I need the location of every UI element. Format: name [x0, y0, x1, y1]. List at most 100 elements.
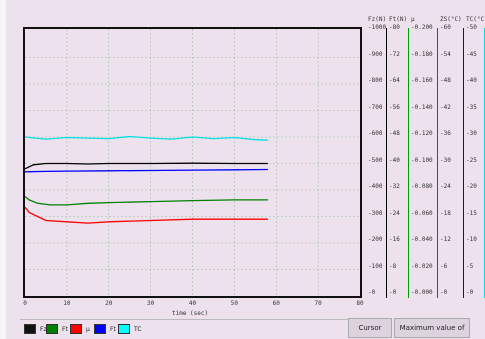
y-tick-label: -0	[466, 289, 474, 296]
y-tick-label: -300	[368, 209, 383, 217]
y-tick-label: -0	[389, 289, 397, 296]
y-tick-label: -32	[389, 183, 400, 190]
maximum-value-button[interactable]: Maximum value of	[394, 318, 470, 338]
y-tick-label: -35	[466, 103, 477, 111]
y-tick-label: -40	[466, 77, 477, 84]
legend-item[interactable]: μ	[70, 323, 90, 335]
y-tick-label: -1000	[368, 24, 387, 31]
y-axis-title: TC(°C)	[466, 16, 485, 23]
legend-label: TC	[134, 325, 142, 333]
y-tick-label: -100	[368, 262, 383, 270]
y-tick-label: -48	[440, 77, 451, 84]
y-axis-line	[386, 28, 387, 298]
legend-swatch	[24, 324, 36, 334]
y-tick-label: -24	[440, 183, 451, 190]
y-tick-label: -48	[389, 130, 400, 137]
x-tick-label: 40	[188, 300, 197, 307]
y-tick-label: -0.160	[411, 77, 433, 84]
y-tick-label: -0.040	[411, 236, 433, 243]
y-tick-label: -600	[368, 130, 383, 137]
x-tick-label: 20	[105, 300, 113, 307]
y-tick-label: -8	[389, 262, 397, 270]
y-tick-label: -12	[440, 236, 451, 243]
legend-swatch	[94, 324, 106, 334]
x-tick-label: 60	[272, 300, 280, 307]
series-line-1	[25, 196, 268, 206]
y-tick-label: -0.060	[411, 209, 433, 217]
y-tick-label: -0.100	[411, 156, 433, 164]
y-axis-title: Ft(N)	[389, 16, 408, 23]
y-tick-label: -16	[389, 236, 400, 243]
y-tick-label: -15	[466, 209, 477, 217]
y-axis-line	[437, 28, 438, 298]
y-tick-label: -80	[389, 24, 400, 31]
y-tick-label: -72	[389, 50, 400, 58]
y-tick-label: -30	[440, 156, 451, 164]
x-axis-label: time (sec)	[172, 310, 209, 317]
x-tick-label: 10	[63, 300, 71, 307]
y-tick-label: -60	[440, 24, 451, 31]
y-tick-label: -20	[466, 183, 477, 190]
y-tick-label: -64	[389, 77, 400, 84]
x-tick-label: 80	[356, 300, 364, 307]
legend-label: Fz	[40, 325, 47, 333]
y-tick-label: -36	[440, 130, 451, 137]
y-tick-label: -40	[389, 156, 400, 164]
x-tick-label: 0	[23, 300, 27, 307]
y-tick-label: -900	[368, 50, 383, 58]
series-line-2	[25, 206, 268, 224]
series-line-0	[25, 162, 268, 170]
y-tick-label: -0.080	[411, 183, 433, 190]
y-tick-label: -6	[440, 262, 448, 270]
y-tick-label: -0	[368, 289, 376, 296]
y-axis-line	[408, 28, 409, 298]
legend-item[interactable]: TC	[118, 323, 142, 335]
y-tick-label: -0.120	[411, 130, 433, 137]
y-axis-title: μ	[411, 16, 415, 23]
legend-label: Ft	[110, 325, 116, 333]
y-tick-label: -42	[440, 103, 451, 111]
y-axis-title: ZS(°C)	[440, 16, 462, 23]
y-tick-label: -0.020	[411, 262, 433, 270]
y-tick-label: -50	[466, 24, 477, 31]
cursor-button[interactable]: Cursor	[348, 318, 392, 338]
y-tick-label: -200	[368, 236, 383, 243]
legend-label: Ft	[62, 325, 68, 333]
y-axis-title: Fz(N)	[368, 16, 387, 23]
x-tick-label: 70	[314, 300, 322, 307]
y-tick-label: -0	[440, 289, 448, 296]
y-tick-label: -500	[368, 156, 383, 164]
y-tick-label: -30	[466, 130, 477, 137]
y-tick-label: -0.200	[411, 24, 433, 31]
legend-item[interactable]: Ft	[46, 323, 68, 335]
y-tick-label: -0.000	[411, 289, 433, 296]
series-line-4	[25, 135, 268, 141]
y-tick-label: -10	[466, 236, 477, 243]
legend-swatch	[70, 324, 82, 334]
y-tick-label: -0.140	[411, 103, 433, 111]
y-tick-label: -0.180	[411, 50, 433, 58]
legend-swatch	[46, 324, 58, 334]
y-tick-label: -800	[368, 77, 383, 84]
legend-swatch	[118, 324, 130, 334]
y-tick-label: -25	[466, 156, 477, 164]
plot-canvas	[25, 29, 360, 296]
y-axis-line	[463, 28, 464, 298]
y-tick-label: -54	[440, 50, 451, 58]
y-tick-label: -45	[466, 50, 477, 58]
window-left-edge	[0, 0, 6, 339]
legend-label: μ	[86, 325, 90, 333]
y-tick-label: -400	[368, 183, 383, 190]
legend-item[interactable]: Ft	[94, 323, 116, 335]
y-tick-label: -5	[466, 262, 474, 270]
y-tick-label: -24	[389, 209, 400, 217]
y-tick-label: -700	[368, 103, 383, 111]
x-tick-label: 50	[230, 300, 238, 307]
x-tick-label: 30	[147, 300, 155, 307]
legend-item[interactable]: Fz	[24, 323, 47, 335]
y-tick-label: -56	[389, 103, 400, 111]
legend: Fz Ft μ Ft TC	[20, 319, 350, 336]
series-line-3	[25, 168, 268, 173]
y-tick-label: -18	[440, 209, 451, 217]
plot-area	[23, 27, 362, 298]
